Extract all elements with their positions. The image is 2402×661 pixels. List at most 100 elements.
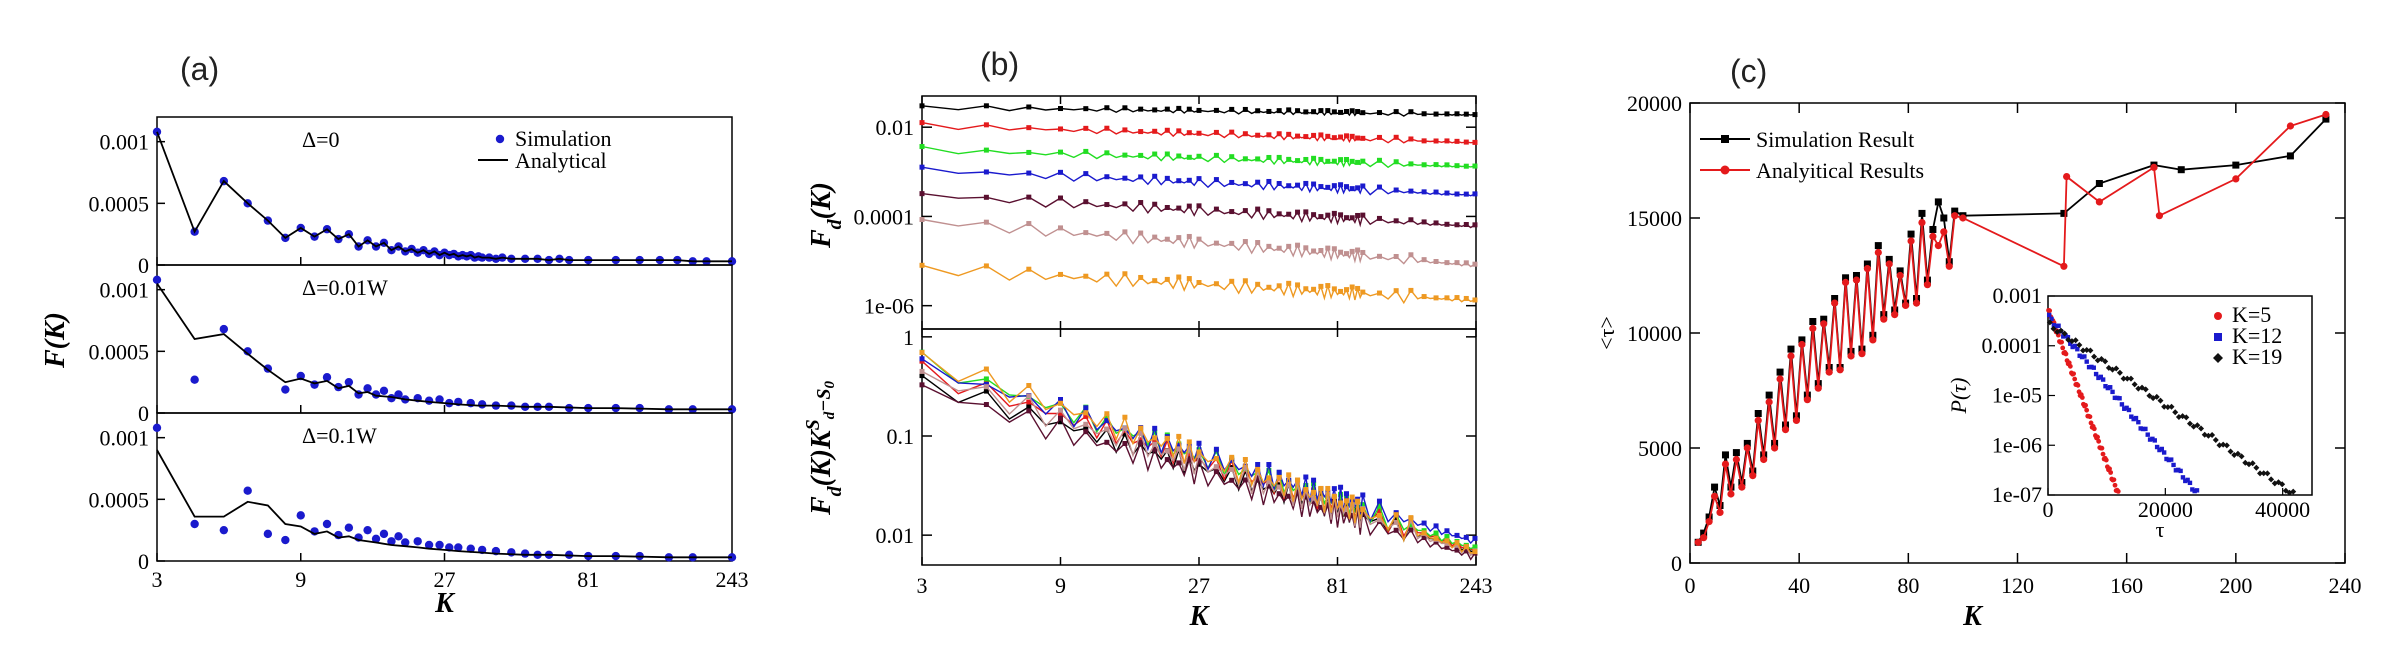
series-pink (919, 216, 1478, 268)
inset-legend-label: K=12 (2232, 323, 2282, 348)
data-point-orange (1164, 276, 1170, 282)
data-point (2322, 110, 2330, 119)
inset-data-point (2178, 468, 2183, 474)
data-point (2177, 166, 2185, 174)
data-point (1896, 271, 1904, 280)
data-point-green (1433, 162, 1439, 168)
inset-data-point (2086, 364, 2092, 370)
inset-data-point (2093, 371, 2099, 377)
inset-data-point (2087, 414, 2093, 420)
data-point-pink (1152, 234, 1158, 240)
data-point-green (1242, 156, 1248, 162)
data-point-red (1152, 439, 1158, 445)
inset-data-point (2080, 347, 2087, 354)
data-point-blue (1421, 189, 1427, 195)
inset-data-point (2070, 344, 2075, 350)
data-point-green (1331, 158, 1337, 164)
inset-data-point (2142, 386, 2149, 393)
data-point (1934, 198, 1942, 206)
data-point-orange (1229, 278, 1235, 284)
data-point-pink (1393, 253, 1399, 259)
inset-data-point (2126, 407, 2132, 413)
legend-marker-simulation (495, 134, 505, 144)
data-point-maroon (1255, 206, 1261, 212)
inset-data-point (2049, 316, 2054, 322)
panel-label-c: (c) (1730, 53, 1767, 89)
data-point-red (1242, 131, 1248, 137)
y-tick-label: 0.0005 (89, 339, 150, 364)
y-tick-label: 1 (903, 325, 914, 350)
inset-data-point (2260, 470, 2267, 477)
y-label-part: 0 (822, 380, 838, 388)
data-point-simulation (424, 396, 434, 405)
data-point-simulation (394, 532, 403, 541)
data-point-simulation (387, 537, 396, 546)
data-point-maroon (1266, 481, 1272, 487)
data-point-green (1349, 158, 1355, 164)
data-point-orange (1360, 507, 1366, 513)
data-point-orange (1138, 425, 1144, 431)
inset-data-point (2103, 457, 2109, 463)
data-point-blue (1266, 462, 1272, 468)
inset-data-point (2145, 432, 2150, 437)
data-point-simulation (296, 511, 305, 520)
panel-a-chart: 0 0.0005 0.001 Δ=0 0 0.0005 0.001 Δ=0.01W 0 0.000… (40, 116, 749, 619)
data-point-maroon (1433, 220, 1439, 226)
data-point-orange (1229, 454, 1235, 460)
inset-data-point (2131, 381, 2138, 388)
data-point-orange (1303, 286, 1309, 292)
data-point-pink (1472, 261, 1478, 267)
inset-legend-marker (2214, 333, 2222, 341)
data-point-black (1325, 108, 1331, 114)
data-point-pink (1433, 258, 1439, 264)
data-point-simulation (322, 519, 332, 529)
data-point-red (1058, 126, 1063, 132)
data-point-blue (1276, 469, 1282, 475)
inset-data-point (2124, 405, 2129, 411)
data-point (1803, 396, 1811, 404)
data-point-simulation (281, 535, 290, 545)
data-point-maroon (1083, 199, 1089, 205)
data-point-pink (1344, 506, 1350, 512)
inset-data-point (2059, 339, 2065, 345)
inset-y-tick-label: 1e-06 (1992, 432, 2042, 457)
x-tick-label: 243 (716, 567, 749, 592)
data-point-red (1463, 139, 1469, 145)
data-point-green (1026, 149, 1032, 155)
data-point-orange (1058, 400, 1063, 406)
data-point-green (1152, 151, 1158, 157)
inset-data-point (2063, 351, 2069, 357)
y-axis-label: <τ> (1594, 316, 1619, 350)
series-line-blue (921, 358, 1476, 545)
data-point-maroon (1376, 215, 1382, 221)
inset-data-point (2220, 441, 2227, 448)
data-point (1831, 295, 1839, 302)
data-point-black (1122, 105, 1128, 111)
series-line-orange (921, 351, 1476, 555)
data-point (1765, 398, 1773, 406)
data-point (1743, 444, 1751, 452)
data-point-orange (983, 366, 989, 372)
data-point-blue (1213, 446, 1219, 452)
inset-data-point (2161, 450, 2167, 455)
data-point-orange (1349, 284, 1355, 290)
data-point-orange (1286, 472, 1292, 478)
data-point (1951, 212, 1959, 220)
data-point-blue (1421, 520, 1427, 526)
inset-data-point (2279, 481, 2286, 488)
data-point (1902, 301, 1910, 309)
inset-data-point (2194, 488, 2200, 493)
series-line-green (921, 145, 1476, 169)
data-point-green (1276, 154, 1282, 160)
data-point (2060, 262, 2068, 270)
data-point-maroon (1472, 222, 1478, 228)
y-label-part: S (802, 419, 824, 430)
data-point-orange (1164, 435, 1170, 441)
data-point (1831, 299, 1839, 307)
inset-data-point (2083, 402, 2088, 408)
data-point-blue (1344, 184, 1350, 190)
data-point-maroon (1213, 206, 1219, 212)
data-point-green (1266, 467, 1272, 473)
data-point-pink (1325, 491, 1331, 497)
inset-data-point (2253, 464, 2260, 471)
